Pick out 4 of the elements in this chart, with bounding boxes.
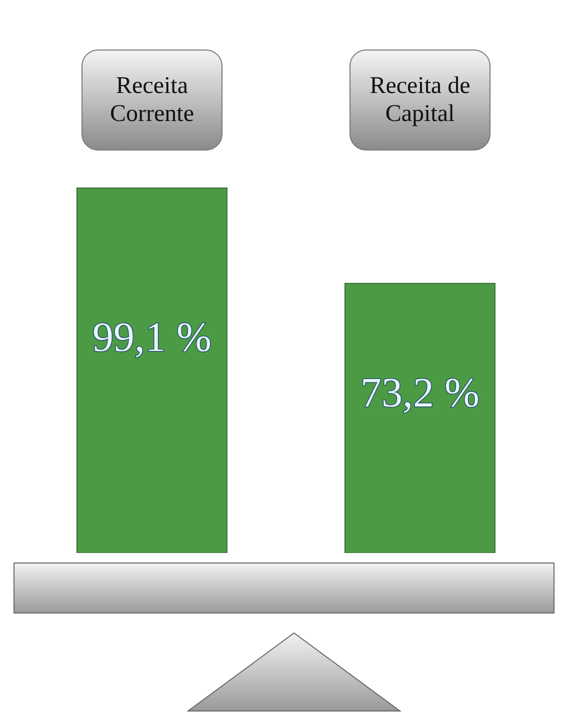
x-tick-label: Receita de Capital <box>370 72 470 127</box>
data-label: 73,2 % <box>360 370 480 416</box>
x-tick-label: Receita Corrente <box>110 72 194 127</box>
data-label: 99,1 % <box>92 314 212 361</box>
